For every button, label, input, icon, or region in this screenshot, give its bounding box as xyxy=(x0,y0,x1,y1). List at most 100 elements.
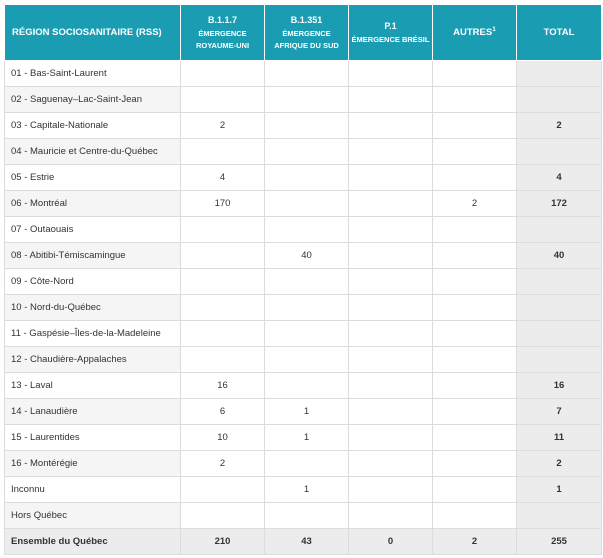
row-region-name: 07 - Outaouais xyxy=(4,216,181,243)
table-row: 04 - Mauricie et Centre-du-Québec xyxy=(4,138,602,165)
row-b117-value xyxy=(180,476,265,503)
table-row: 05 - Estrie 4 4 xyxy=(4,164,602,191)
header-total: TOTAL xyxy=(516,4,602,61)
row-b117-value xyxy=(180,502,265,529)
row-region-name: 11 - Gaspésie–Îles-de-la-Madeleine xyxy=(4,320,181,347)
row-region-name: 09 - Côte-Nord xyxy=(4,268,181,295)
row-b1351-value xyxy=(264,450,349,477)
row-b1351-value xyxy=(264,346,349,373)
variants-by-region-table: RÉGION SOCIOSANITAIRE (RSS) B.1.1.7 ÉMER… xyxy=(4,4,602,555)
row-total-value: 172 xyxy=(516,190,602,217)
summary-p1: 0 xyxy=(348,528,433,555)
summary-total: 255 xyxy=(516,528,602,555)
row-autres-value xyxy=(432,112,517,139)
row-b1351-value xyxy=(264,86,349,113)
row-autres-value xyxy=(432,372,517,399)
row-b117-value: 2 xyxy=(180,450,265,477)
header-p1-sub: ÉMERGENCE BRÉSIL xyxy=(351,34,430,44)
row-total-value xyxy=(516,268,602,295)
header-b117-sub: ÉMERGENCE ROYAUME-UNI xyxy=(195,28,250,50)
row-p1-value xyxy=(348,398,433,425)
header-b117: B.1.1.7 ÉMERGENCE ROYAUME-UNI xyxy=(180,4,265,61)
header-p1: P.1 ÉMERGENCE BRÉSIL xyxy=(348,4,433,61)
summary-autres: 2 xyxy=(432,528,517,555)
row-b117-value xyxy=(180,86,265,113)
header-region: RÉGION SOCIOSANITAIRE (RSS) xyxy=(4,4,181,61)
row-p1-value xyxy=(348,502,433,529)
row-b1351-value xyxy=(264,216,349,243)
row-b117-value: 4 xyxy=(180,164,265,191)
row-autres-value xyxy=(432,86,517,113)
table-row: 01 - Bas-Saint-Laurent xyxy=(4,60,602,87)
row-p1-value xyxy=(348,190,433,217)
row-p1-value xyxy=(348,346,433,373)
row-region-name: 13 - Laval xyxy=(4,372,181,399)
row-region-name: 08 - Abitibi-Témiscamingue xyxy=(4,242,181,269)
table-row: Inconnu 1 1 xyxy=(4,476,602,503)
row-b117-value xyxy=(180,320,265,347)
table-row: 08 - Abitibi-Témiscamingue 40 40 xyxy=(4,242,602,269)
row-autres-value xyxy=(432,320,517,347)
row-region-name: 14 - Lanaudière xyxy=(4,398,181,425)
row-total-value: 2 xyxy=(516,112,602,139)
row-b117-value xyxy=(180,138,265,165)
header-autres-label: AUTRES xyxy=(453,27,493,39)
row-autres-value xyxy=(432,398,517,425)
table-row: 03 - Capitale-Nationale 2 2 xyxy=(4,112,602,139)
row-total-value: 1 xyxy=(516,476,602,503)
row-p1-value xyxy=(348,242,433,269)
row-total-value xyxy=(516,502,602,529)
table-row: 15 - Laurentides 10 1 11 xyxy=(4,424,602,451)
table-body: 01 - Bas-Saint-Laurent 02 - Saguenay–Lac-… xyxy=(4,60,602,529)
row-total-value: 7 xyxy=(516,398,602,425)
row-p1-value xyxy=(348,268,433,295)
row-b1351-value xyxy=(264,294,349,321)
row-p1-value xyxy=(348,138,433,165)
header-total-label: TOTAL xyxy=(543,27,575,38)
row-total-value: 4 xyxy=(516,164,602,191)
row-p1-value xyxy=(348,476,433,503)
row-autres-value xyxy=(432,242,517,269)
row-b1351-value xyxy=(264,268,349,295)
row-autres-value xyxy=(432,216,517,243)
summary-b117: 210 xyxy=(180,528,265,555)
row-total-value: 11 xyxy=(516,424,602,451)
table-row: 14 - Lanaudière 6 1 7 xyxy=(4,398,602,425)
row-total-value xyxy=(516,294,602,321)
row-p1-value xyxy=(348,424,433,451)
footnote-marker: 1 xyxy=(492,26,496,34)
row-region-name: 12 - Chaudière-Appalaches xyxy=(4,346,181,373)
row-autres-value xyxy=(432,450,517,477)
row-autres-value xyxy=(432,268,517,295)
row-region-name: Hors Québec xyxy=(4,502,181,529)
row-region-name: 15 - Laurentides xyxy=(4,424,181,451)
table-row: 09 - Côte-Nord xyxy=(4,268,602,295)
header-b1351-code: B.1.351 xyxy=(290,14,323,25)
row-p1-value xyxy=(348,86,433,113)
row-p1-value xyxy=(348,216,433,243)
table-row: 12 - Chaudière-Appalaches xyxy=(4,346,602,373)
row-b117-value: 10 xyxy=(180,424,265,451)
row-total-value xyxy=(516,86,602,113)
row-p1-value xyxy=(348,450,433,477)
row-p1-value xyxy=(348,320,433,347)
row-autres-value xyxy=(432,424,517,451)
row-b1351-value xyxy=(264,190,349,217)
row-b117-value xyxy=(180,216,265,243)
row-p1-value xyxy=(348,294,433,321)
table-row: 07 - Outaouais xyxy=(4,216,602,243)
row-total-value xyxy=(516,138,602,165)
table-row: 06 - Montréal 170 2 172 xyxy=(4,190,602,217)
header-p1-code: P.1 xyxy=(384,20,397,31)
row-region-name: 02 - Saguenay–Lac-Saint-Jean xyxy=(4,86,181,113)
summary-row: Ensemble du Québec 210 43 0 2 255 xyxy=(4,528,602,555)
row-b1351-value: 1 xyxy=(264,424,349,451)
row-b1351-value xyxy=(264,164,349,191)
row-b1351-value xyxy=(264,138,349,165)
row-b117-value xyxy=(180,268,265,295)
row-total-value xyxy=(516,346,602,373)
row-autres-value: 2 xyxy=(432,190,517,217)
row-region-name: 03 - Capitale-Nationale xyxy=(4,112,181,139)
row-total-value: 40 xyxy=(516,242,602,269)
row-b1351-value xyxy=(264,372,349,399)
